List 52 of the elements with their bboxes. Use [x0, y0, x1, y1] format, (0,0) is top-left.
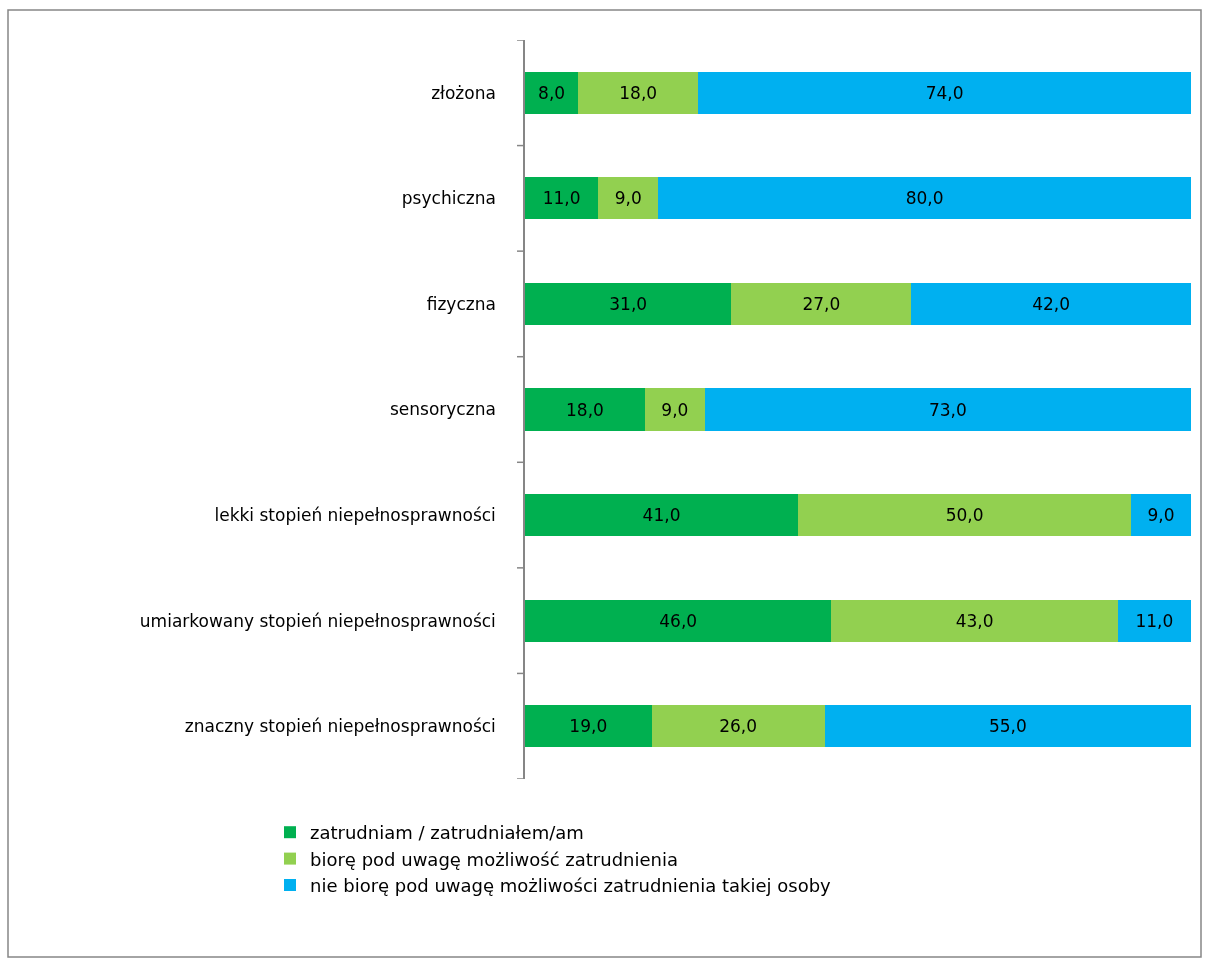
y-tick-label: umiarkowany stopień niepełnosprawności — [139, 610, 496, 631]
bar — [798, 493, 1132, 537]
data-label: 55,0 — [988, 716, 1027, 737]
data-label: 9,0 — [614, 188, 642, 209]
data-label: 18,0 — [566, 399, 604, 420]
data-label: 41,0 — [642, 505, 681, 526]
data-label: 9,0 — [661, 399, 689, 420]
bar — [1131, 493, 1191, 537]
legend-label: nie biorę pod uwagę możliwości zatrudnienia takiej osoby — [310, 875, 832, 897]
data-label: 80,0 — [905, 188, 944, 209]
data-label: 42,0 — [1032, 293, 1071, 314]
data-label: 8,0 — [538, 82, 566, 103]
bar — [598, 177, 659, 220]
bar — [1117, 599, 1191, 642]
bar — [704, 388, 1191, 431]
data-label: 11,0 — [542, 188, 581, 209]
bar — [525, 599, 832, 642]
y-tick-label: znaczny stopień niepełnosprawności — [184, 716, 496, 737]
bar — [831, 599, 1118, 642]
data-label: 19,0 — [569, 716, 608, 737]
bar — [525, 493, 799, 537]
y-tick-label: lekki stopień niepełnosprawności — [214, 505, 496, 526]
data-label: 26,0 — [719, 716, 758, 737]
bar — [731, 282, 912, 326]
bar — [525, 177, 599, 220]
data-label: 11,0 — [1135, 610, 1174, 631]
data-label: 46,0 — [659, 610, 698, 631]
data-label: 74,0 — [925, 82, 964, 103]
bar — [651, 705, 825, 748]
legend-label: zatrudniam / zatrudniałem/am — [310, 822, 584, 844]
bar — [698, 71, 1191, 114]
bar — [578, 71, 699, 114]
data-label: 73,0 — [928, 399, 967, 420]
data-label: 50,0 — [945, 505, 984, 526]
data-label: 27,0 — [802, 293, 841, 314]
bar — [824, 705, 1191, 748]
bar — [525, 388, 645, 431]
data-label: 9,0 — [1147, 505, 1175, 526]
bar — [525, 282, 732, 326]
data-label: 31,0 — [609, 293, 648, 314]
y-tick-label: złożona — [431, 82, 496, 103]
bar — [658, 177, 1191, 220]
bar — [911, 282, 1191, 326]
data-label: 43,0 — [955, 610, 994, 631]
bar — [525, 71, 579, 114]
bar — [644, 388, 705, 431]
y-tick-label: psychiczna — [401, 188, 496, 209]
data-label: 18,0 — [619, 82, 658, 103]
y-tick-label: fizyczna — [426, 293, 496, 314]
y-tick-label: sensoryczna — [389, 399, 496, 420]
legend-label: biorę pod uwagę możliwość zatrudnienia — [310, 848, 679, 870]
bar — [525, 705, 652, 748]
